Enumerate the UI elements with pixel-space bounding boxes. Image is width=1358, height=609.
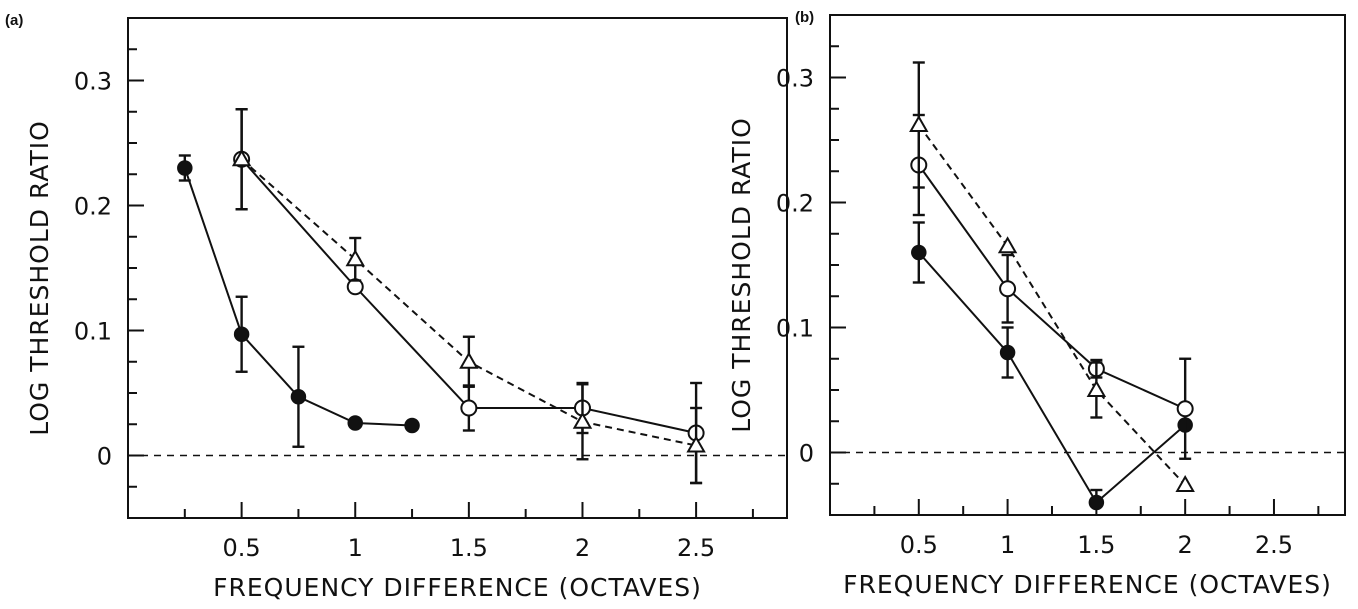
- panel-a-ytick-label: 0.3: [74, 68, 112, 96]
- panel-b-xtick-label: 2: [1178, 531, 1193, 559]
- panel-b-series-filled-circle-line: [919, 253, 1185, 503]
- panel-a-series-filled-circle-point: [178, 161, 192, 175]
- panel-a-series-filled-circle-point: [348, 416, 362, 430]
- panel-b-ytick-label: 0.1: [776, 315, 814, 343]
- panel-b-series-open-circle-line: [919, 165, 1185, 409]
- panel-b-xtick-label: 1: [1000, 531, 1015, 559]
- panel-b-xtick-label: 2.5: [1255, 531, 1293, 559]
- panel-a-series-open-triangle-point: [347, 251, 363, 265]
- panel-b-series-filled-circle: [912, 223, 1192, 510]
- panel-a: (a) 0 0.1 0.2 0.3 0.5 1 1.5 2 2.5 FREQUENCY DIFFER…: [5, 12, 787, 602]
- panel-a-series-filled-circle: [178, 156, 419, 447]
- panel-b-xtick-label: 0.5: [900, 531, 938, 559]
- panel-b-series-open-triangle-point: [1000, 238, 1016, 252]
- panel-b-series-filled-circle-point: [912, 246, 926, 260]
- panel-b-ytick-label: 0.2: [776, 190, 814, 218]
- panel-b-series-open-circle: [911, 115, 1192, 459]
- panel-b-series-open-triangle-point: [911, 117, 927, 131]
- panel-a-series-open-triangle-point: [574, 414, 590, 428]
- panel-a-xtick-label: 2.5: [677, 534, 715, 562]
- panel-b-series-open-circle-point: [1178, 401, 1193, 416]
- panel-b-series-open-circle-point: [1000, 281, 1015, 296]
- panel-a-ytick-label: 0.1: [74, 318, 112, 346]
- panel-b-plot-frame: [830, 15, 1345, 515]
- panel-b: (b) 0 0.1 0.2 0.3 0.5 1 1.5 2 2.5 FREQUENCY DIFFER…: [727, 9, 1345, 599]
- panel-a-xtick-label: 2: [575, 534, 590, 562]
- panel-a-series-filled-circle-point: [235, 327, 249, 341]
- panel-a-series-open-circle-point: [461, 401, 476, 416]
- panel-a-series-filled-circle-point: [291, 390, 305, 404]
- panel-b-xtick-label: 1.5: [1077, 531, 1115, 559]
- panel-a-y-axis-title: LOG THRESHOLD RATIO: [25, 120, 54, 436]
- panel-b-y-axis-title: LOG THRESHOLD RATIO: [727, 117, 756, 433]
- panel-b-label: (b): [795, 9, 814, 26]
- panel-b-ytick-label: 0.3: [776, 65, 814, 93]
- panel-a-xtick-label: 0.5: [223, 534, 261, 562]
- panel-b-series-open-triangle-point: [1088, 382, 1104, 396]
- panel-b-series-open-triangle-point: [1177, 477, 1193, 491]
- panel-b-ytick-label: 0: [799, 440, 814, 468]
- panel-b-x-axis-title: FREQUENCY DIFFERENCE (OCTAVES): [843, 570, 1332, 599]
- panel-b-series-filled-circle-point: [1089, 496, 1103, 510]
- panel-b-series-filled-circle-point: [1001, 346, 1015, 360]
- panel-a-xtick-label: 1: [348, 534, 363, 562]
- panel-a-ytick-label: 0: [97, 443, 112, 471]
- panel-a-series-filled-circle-point: [405, 419, 419, 433]
- panel-a-series-open-circle: [234, 109, 703, 483]
- panel-b-series-open-triangle-line: [919, 125, 1185, 485]
- panel-a-series-open-triangle-point: [461, 354, 477, 368]
- panel-a-label: (a): [5, 12, 23, 29]
- panel-a-ytick-label: 0.2: [74, 193, 112, 221]
- panel-a-xtick-label: 1.5: [450, 534, 488, 562]
- panel-a-x-axis-title: FREQUENCY DIFFERENCE (OCTAVES): [213, 573, 702, 602]
